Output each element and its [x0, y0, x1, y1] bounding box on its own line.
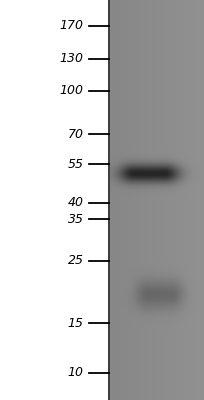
Text: 130: 130: [60, 52, 84, 65]
Text: 40: 40: [68, 196, 84, 210]
Text: 35: 35: [68, 213, 84, 226]
Text: 100: 100: [60, 84, 84, 97]
Text: 25: 25: [68, 254, 84, 267]
Text: 170: 170: [60, 19, 84, 32]
Text: 70: 70: [68, 128, 84, 141]
Text: 15: 15: [68, 316, 84, 330]
Text: 55: 55: [68, 158, 84, 170]
Text: 10: 10: [68, 366, 84, 379]
